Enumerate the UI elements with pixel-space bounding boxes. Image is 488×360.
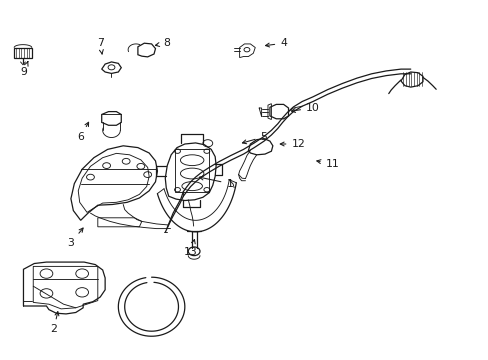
Text: 5: 5: [242, 132, 267, 144]
Text: 13: 13: [183, 239, 197, 257]
Text: 6: 6: [77, 122, 88, 142]
Text: 8: 8: [155, 38, 169, 48]
Text: 7: 7: [97, 38, 103, 54]
Text: 12: 12: [280, 139, 305, 149]
Text: 9: 9: [20, 62, 28, 77]
Text: 2: 2: [50, 312, 59, 334]
Text: 3: 3: [67, 228, 83, 248]
Text: 1: 1: [199, 176, 233, 189]
Text: 10: 10: [291, 103, 319, 113]
Text: 4: 4: [265, 38, 286, 48]
Text: 11: 11: [316, 159, 339, 169]
